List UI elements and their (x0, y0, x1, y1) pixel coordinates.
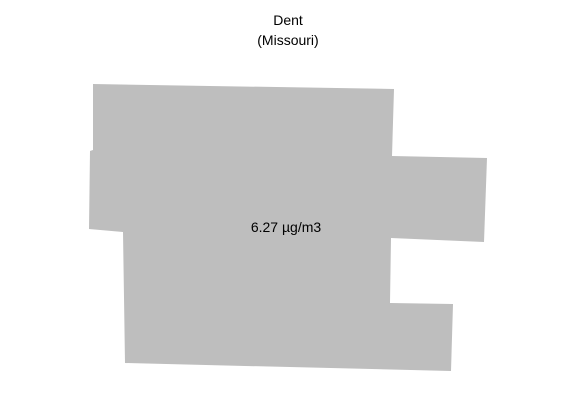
pollution-value-label: 6.27 µg/m3 (250, 219, 322, 235)
map-title: Dent (Missouri) (0, 10, 576, 50)
county-name: Dent (273, 12, 303, 28)
state-label: (Missouri) (257, 32, 319, 48)
county-shape (89, 84, 487, 371)
